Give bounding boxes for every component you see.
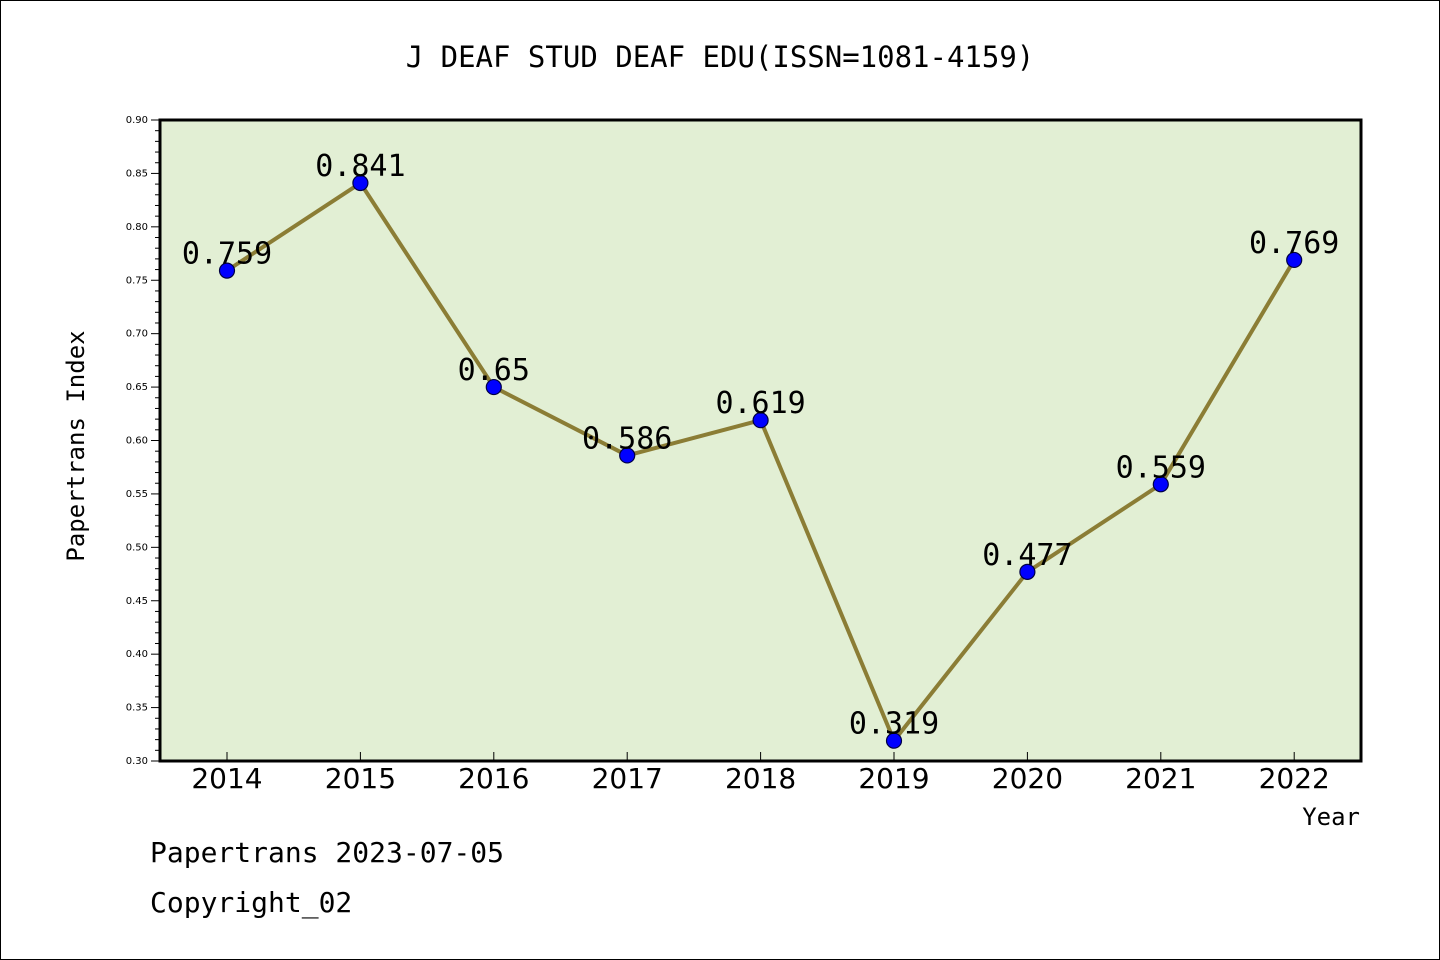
y-tick-label: 0.30 [126, 756, 148, 767]
y-tick-label: 0.60 [126, 436, 148, 447]
data-point [619, 447, 636, 464]
x-tick-label: 2014 [191, 762, 262, 795]
y-axis-label: Papertrans Index [62, 330, 90, 561]
y-tick-label: 0.35 [126, 703, 148, 714]
y-tick-label: 0.75 [126, 275, 148, 286]
data-labels-group: 0.759 0.841 0.65 0.586 0.619 0.319 0.477 0.559 0… [182, 149, 1340, 742]
data-label: 0.477 [982, 538, 1072, 573]
y-tick-label: 0.90 [126, 115, 148, 126]
data-point [1019, 563, 1036, 581]
data-label: 0.769 [1249, 226, 1339, 261]
x-tick-label: 2022 [1259, 762, 1330, 795]
data-point [485, 378, 502, 396]
footer-copyright: Copyright_02 [150, 886, 353, 919]
data-label: 0.319 [849, 707, 939, 742]
y-tick-label: 0.70 [126, 329, 148, 340]
plot-area [158, 118, 1363, 763]
y-tick-label: 0.65 [126, 382, 148, 393]
points-group [218, 174, 1303, 749]
x-tick-label: 2016 [458, 762, 529, 795]
data-label: 0.619 [715, 386, 805, 421]
data-point [1286, 251, 1303, 269]
data-point [752, 412, 769, 429]
y-axis: 0.30 0.35 0.40 0.45 0.50 0.55 0.60 0.65 0.70 0.75… [126, 115, 160, 767]
y-tick-label: 0.45 [126, 596, 148, 607]
data-label: 0.841 [315, 149, 405, 184]
chart-title: J DEAF STUD DEAF EDU(ISSN=1081-4159) [406, 40, 1035, 74]
y-tick-label: 0.50 [126, 542, 148, 553]
x-axis: 2014 2015 2016 2017 2018 2019 2020 2021 2022 [191, 752, 1330, 795]
x-tick-label: 2018 [725, 762, 796, 795]
data-label: 0.586 [582, 421, 672, 456]
data-point [352, 174, 369, 192]
x-tick-label: 2020 [992, 762, 1063, 795]
x-axis-label: Year [1302, 803, 1360, 831]
x-tick-label: 2015 [325, 762, 396, 795]
data-label: 0.759 [182, 237, 272, 272]
y-tick-label: 0.80 [126, 222, 148, 233]
y-tick-label: 0.85 [126, 168, 148, 179]
data-label: 0.559 [1116, 450, 1206, 485]
data-label: 0.65 [458, 353, 530, 388]
y-tick-label: 0.40 [126, 649, 148, 660]
data-point [1152, 476, 1169, 493]
y-tick-label: 0.55 [126, 489, 148, 500]
x-tick-label: 2017 [592, 762, 663, 795]
x-tick-label: 2021 [1125, 762, 1196, 795]
data-point [885, 732, 903, 749]
footer-date: Papertrans 2023-07-05 [150, 836, 505, 869]
data-point [218, 262, 236, 279]
x-tick-label: 2019 [858, 762, 929, 795]
